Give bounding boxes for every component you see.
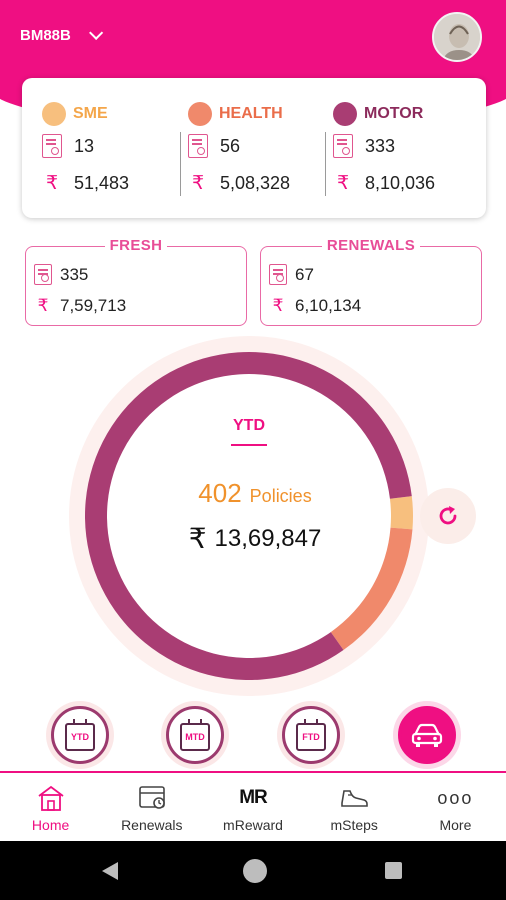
policy-donut-chart (69, 336, 429, 696)
rupee-icon: ₹ (45, 173, 59, 194)
total-policies: 402 Policies (180, 478, 330, 509)
home-circle-icon[interactable] (243, 859, 267, 883)
donut-slice-health[interactable] (330, 527, 413, 651)
bottom-navigation: Home Renewals MR mReward (0, 773, 506, 841)
segment-count: 13 (74, 135, 95, 156)
mreward-logo: MR (239, 787, 268, 808)
recents-icon[interactable] (385, 862, 402, 879)
policies-count: 402 (198, 478, 242, 508)
renewals-count: 67 (295, 264, 314, 284)
segment-sme[interactable]: SME 13 ₹ 51,483 (42, 78, 182, 218)
nav-label: Renewals (121, 817, 183, 833)
segment-count: 56 (220, 135, 241, 156)
policy-document-icon (333, 134, 353, 158)
ytd-button[interactable]: YTD (51, 706, 109, 764)
mreward-icon: MR (236, 783, 270, 813)
nav-renewals[interactable]: Renewals (101, 773, 202, 841)
divider (325, 132, 326, 196)
calendar-icon: FTD (296, 718, 326, 751)
renewals-icon (135, 783, 169, 813)
segment-label: MOTOR (364, 105, 424, 122)
refresh-button[interactable] (420, 488, 476, 544)
rupee-icon: ₹ (272, 296, 284, 315)
donut-slice-sme[interactable] (389, 496, 413, 530)
segment-summary-card: SME 13 ₹ 51,483 HEALTH 56 ₹ 5,0 (22, 78, 486, 218)
nav-home[interactable]: Home (0, 773, 101, 841)
policy-document-icon (42, 134, 62, 158)
avatar[interactable] (432, 12, 482, 62)
total-premium: ₹ 13,69,847 (175, 522, 335, 555)
nav-label: More (439, 817, 472, 833)
motor-dot-icon (333, 102, 357, 126)
home-icon (34, 783, 68, 813)
shoe-icon (337, 783, 371, 813)
renewals-title: RENEWALS (321, 237, 421, 254)
user-avatar-icon (434, 14, 480, 60)
donut-inner (107, 374, 391, 658)
more-dots-icon: ooo (437, 783, 474, 813)
branch-selector[interactable]: BM88B (20, 24, 104, 46)
segment-label: SME (73, 105, 108, 122)
car-icon (411, 723, 443, 747)
policies-label: Policies (249, 486, 312, 506)
nav-label: mReward (223, 817, 283, 833)
branch-code: BM88B (20, 26, 71, 44)
calendar-icon: MTD (180, 718, 210, 751)
rupee-icon: ₹ (188, 523, 207, 554)
ytd-label: YTD (71, 731, 89, 742)
segment-count: 333 (365, 135, 396, 156)
nav-label: Home (31, 817, 70, 833)
segment-health[interactable]: HEALTH 56 ₹ 5,08,328 (188, 78, 328, 218)
calendar-icon: YTD (65, 718, 95, 751)
segment-amount: 8,10,036 (365, 173, 436, 193)
more-dots: ooo (437, 787, 474, 808)
fresh-count: 335 (60, 264, 89, 284)
renewals-card[interactable]: RENEWALS 67 ₹ 6,10,134 (260, 237, 482, 326)
mtd-button[interactable]: MTD (166, 706, 224, 764)
premium-amount: 13,69,847 (214, 524, 322, 552)
nav-divider (0, 771, 506, 773)
rupee-icon: ₹ (336, 173, 350, 194)
policy-document-icon (269, 264, 287, 285)
chart-period-label[interactable]: YTD (233, 417, 265, 434)
renewals-amount: 6,10,134 (295, 296, 362, 315)
period-underline (231, 444, 267, 446)
ftd-label: FTD (302, 731, 320, 742)
fresh-card[interactable]: FRESH 335 ₹ 7,59,713 (25, 237, 247, 326)
nav-label: mSteps (330, 817, 378, 833)
segment-motor[interactable]: MOTOR 333 ₹ 8,10,036 (333, 78, 473, 218)
rupee-icon: ₹ (191, 173, 205, 194)
segment-amount: 51,483 (74, 173, 130, 193)
refresh-icon (439, 506, 457, 525)
policy-document-icon (188, 134, 208, 158)
fresh-amount: 7,59,713 (60, 296, 127, 315)
ftd-button[interactable]: FTD (282, 706, 340, 764)
segment-label: HEALTH (219, 105, 283, 122)
health-dot-icon (188, 102, 212, 126)
back-icon[interactable] (102, 862, 118, 880)
policy-document-icon (34, 264, 52, 285)
mtd-label: MTD (185, 731, 205, 742)
nav-msteps[interactable]: mSteps (304, 773, 405, 841)
divider (180, 132, 181, 196)
segment-amount: 5,08,328 (220, 173, 291, 193)
sme-dot-icon (42, 102, 66, 126)
fresh-title: FRESH (104, 237, 168, 254)
nav-more[interactable]: ooo More (405, 773, 506, 841)
nav-mreward[interactable]: MR mReward (202, 773, 303, 841)
motor-filter-button[interactable] (398, 706, 456, 764)
rupee-icon: ₹ (37, 296, 49, 315)
